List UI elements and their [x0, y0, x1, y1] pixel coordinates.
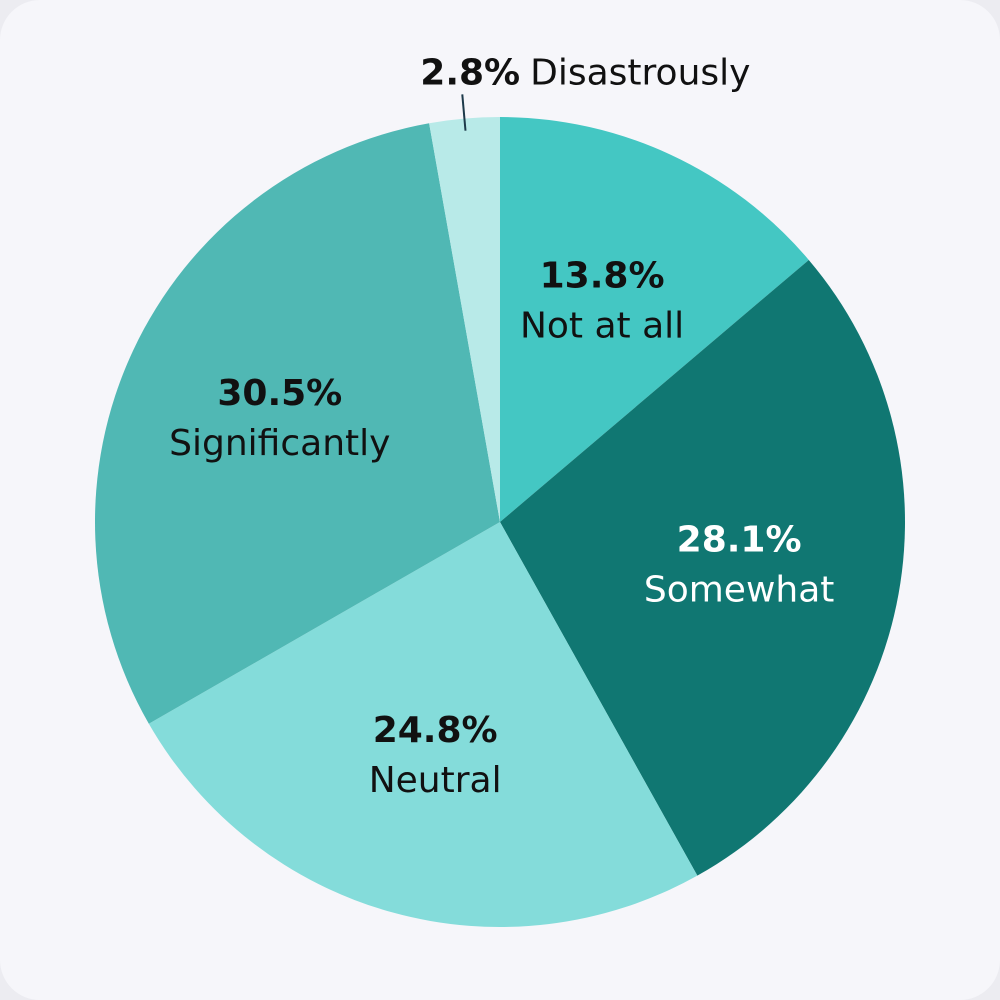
- category-label: Not at all: [520, 305, 684, 346]
- percent-label: 2.8%: [420, 52, 520, 93]
- category-label: Significantly: [169, 423, 390, 464]
- category-label: Somewhat: [644, 569, 835, 610]
- leader-line: [461, 94, 467, 131]
- pie-slice: [500, 117, 809, 522]
- percent-label: 13.8%: [540, 255, 665, 296]
- pie-slice: [148, 522, 698, 927]
- percent-label: 30.5%: [217, 373, 342, 414]
- pie-slice: [500, 259, 905, 876]
- slice-label: 2.8% Disastrously: [420, 52, 750, 93]
- percent-label: 24.8%: [373, 710, 498, 751]
- category-label: Neutral: [369, 760, 502, 801]
- percent-label: 28.1%: [677, 519, 802, 560]
- pie-slice: [429, 117, 500, 522]
- pie-slice: [94, 123, 501, 724]
- category-label: Disastrously: [530, 52, 750, 93]
